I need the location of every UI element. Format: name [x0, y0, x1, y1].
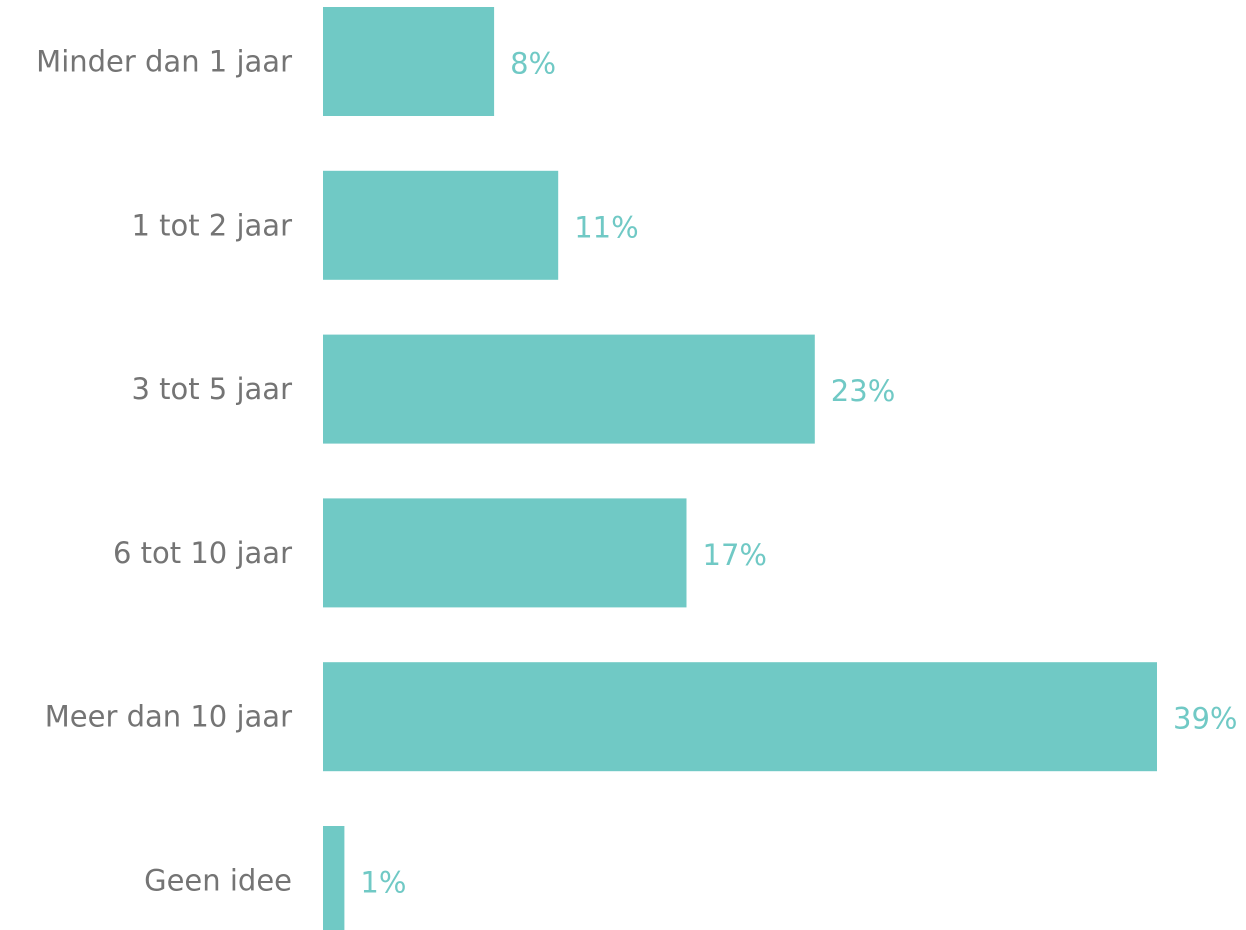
category-label-3: 6 tot 10 jaar	[113, 536, 292, 570]
bar-1	[323, 170, 559, 280]
category-label-5: Geen idee	[144, 864, 292, 898]
bar-4	[323, 662, 1157, 772]
category-label-2: 3 tot 5 jaar	[131, 372, 292, 406]
category-label-4: Meer dan 10 jaar	[45, 700, 292, 734]
bars-group	[323, 7, 1157, 930]
bar-5	[323, 826, 345, 930]
value-label-3: 17%	[703, 538, 767, 572]
value-label-1: 11%	[574, 210, 638, 244]
category-label-1: 1 tot 2 jaar	[131, 208, 292, 242]
value-label-4: 39%	[1173, 702, 1237, 736]
value-label-0: 8%	[510, 47, 556, 81]
bar-0	[323, 7, 495, 116]
category-labels-group: Minder dan 1 jaar 1 tot 2 jaar 3 tot 5 jaa…	[36, 45, 292, 898]
bar-2	[323, 334, 815, 444]
value-labels-group: 8% 11% 23% 17% 39% 1%	[360, 47, 1237, 900]
value-label-5: 1%	[360, 866, 406, 900]
value-label-2: 23%	[831, 374, 895, 408]
bar-3	[323, 498, 687, 608]
category-label-0: Minder dan 1 jaar	[36, 45, 292, 79]
